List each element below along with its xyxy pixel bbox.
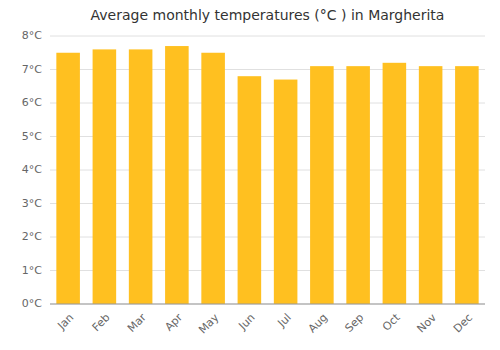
bar	[455, 66, 479, 304]
bar	[274, 80, 298, 304]
bar	[165, 46, 189, 304]
bar	[383, 63, 407, 304]
bar	[419, 66, 443, 304]
x-tick-label: Nov	[414, 311, 439, 336]
x-tick-label: Oct	[380, 311, 403, 334]
chart-title: Average monthly temperatures (°C ) in Ma…	[91, 7, 445, 23]
x-tick-label: Mar	[125, 311, 149, 335]
x-axis-line	[50, 304, 485, 305]
y-tick-label: 7°C	[22, 63, 42, 76]
x-tick-label: Jun	[236, 311, 258, 333]
y-tick-label: 1°C	[22, 264, 42, 277]
y-grid	[50, 36, 485, 304]
chart-container: 0°C 1°C 2°C 3°C 4°C 5°C 6°C 7°C 8°C Jan Feb Mar Apr M…	[0, 0, 500, 350]
x-tick-label: May	[196, 311, 222, 337]
y-tick-label: 6°C	[22, 96, 42, 109]
y-tick-label: 2°C	[22, 230, 42, 243]
y-tick-labels: 0°C 1°C 2°C 3°C 4°C 5°C 6°C 7°C 8°C	[22, 29, 42, 310]
y-tick-label: 8°C	[22, 29, 42, 42]
bars	[56, 46, 478, 304]
x-tick-label: Sep	[343, 311, 367, 335]
y-tick-label: 5°C	[22, 130, 42, 143]
x-tick-label: Dec	[451, 311, 475, 335]
bar	[238, 76, 262, 304]
y-tick-label: 3°C	[22, 197, 42, 210]
y-tick-label: 4°C	[22, 163, 42, 176]
bar	[93, 49, 117, 304]
chart-svg: 0°C 1°C 2°C 3°C 4°C 5°C 6°C 7°C 8°C Jan Feb Mar Apr M…	[0, 0, 500, 350]
x-tick-label: Jul	[275, 311, 294, 330]
bar	[129, 49, 153, 304]
grid-line	[50, 36, 485, 37]
x-tick-label: Jan	[54, 311, 76, 333]
bar	[56, 53, 80, 304]
x-tick-label: Apr	[162, 311, 185, 334]
x-tick-label: Feb	[90, 311, 113, 334]
y-tick-label: 0°C	[22, 297, 42, 310]
bar	[346, 66, 370, 304]
bar	[201, 53, 225, 304]
bar	[310, 66, 334, 304]
grid-line	[50, 304, 485, 305]
x-tick-label: Aug	[306, 311, 330, 335]
x-tick-labels: Jan Feb Mar Apr May Jun Jul Aug Sep Oct Nov Dec	[54, 311, 475, 337]
